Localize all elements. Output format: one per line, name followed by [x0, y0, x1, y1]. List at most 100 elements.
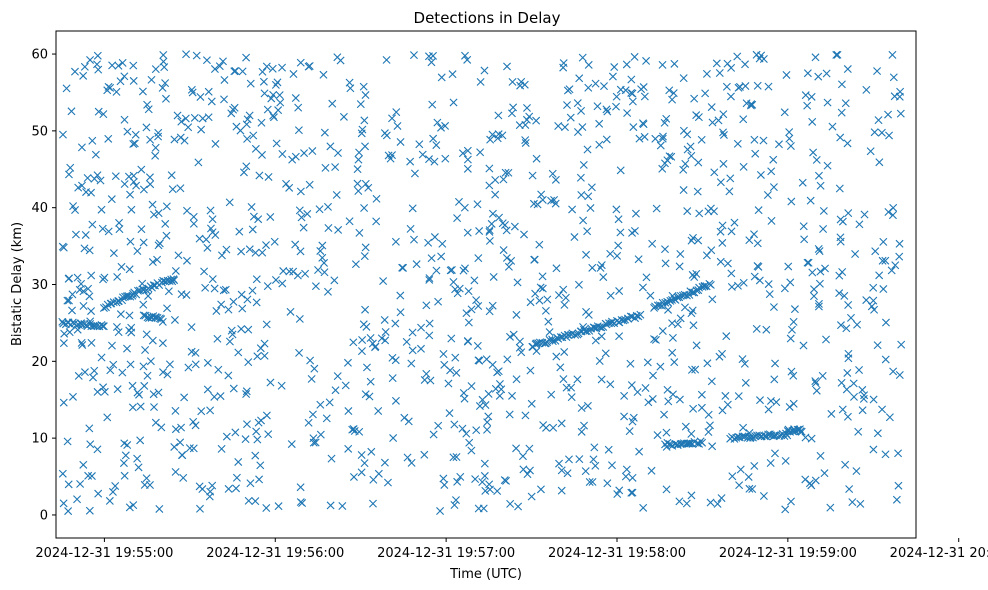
data-point	[460, 394, 469, 403]
data-point	[473, 200, 482, 209]
data-point	[189, 212, 198, 221]
data-point	[354, 187, 363, 196]
data-point	[208, 215, 217, 224]
data-point	[502, 253, 511, 262]
data-point	[705, 421, 714, 430]
data-point	[521, 411, 530, 420]
data-point	[463, 155, 472, 164]
data-point	[124, 172, 133, 181]
data-point	[836, 133, 845, 142]
data-point	[99, 110, 108, 119]
data-point	[97, 205, 106, 214]
data-point	[144, 105, 153, 114]
data-point	[264, 430, 273, 439]
data-point	[208, 275, 217, 284]
data-point	[881, 450, 890, 459]
data-point	[735, 481, 744, 490]
data-point	[64, 507, 73, 516]
data-point	[563, 86, 572, 95]
data-point	[658, 132, 667, 141]
data-point	[673, 320, 682, 329]
data-point	[622, 465, 631, 474]
data-point	[409, 51, 418, 60]
data-point	[164, 287, 173, 296]
data-point	[648, 239, 657, 248]
data-point	[628, 228, 637, 237]
data-point	[244, 325, 253, 334]
data-point	[224, 371, 233, 380]
data-point	[60, 329, 69, 338]
data-point	[402, 337, 411, 346]
data-point	[658, 327, 667, 336]
data-point	[425, 275, 434, 284]
data-point	[304, 418, 313, 427]
data-point	[285, 183, 294, 192]
data-point	[111, 172, 120, 181]
data-point	[118, 368, 127, 377]
data-point	[428, 100, 437, 109]
data-point	[210, 65, 219, 74]
data-point	[629, 123, 638, 132]
data-point	[310, 364, 319, 373]
data-point	[751, 149, 760, 158]
data-point	[812, 155, 821, 164]
data-point	[154, 388, 163, 397]
data-point	[94, 489, 103, 498]
data-point	[676, 314, 685, 323]
data-point	[353, 179, 362, 188]
data-point	[311, 438, 320, 447]
data-point	[286, 307, 295, 316]
data-point	[822, 335, 831, 344]
data-point	[867, 302, 876, 311]
data-point	[341, 381, 350, 390]
data-point	[584, 310, 593, 319]
data-point	[126, 237, 135, 246]
data-point	[127, 205, 136, 214]
data-point	[112, 87, 121, 96]
data-point	[575, 455, 584, 464]
data-point	[668, 333, 677, 342]
data-point	[149, 210, 158, 219]
data-point	[687, 429, 696, 438]
data-point	[109, 360, 118, 369]
data-point	[485, 226, 494, 235]
data-point	[71, 230, 80, 239]
data-point	[895, 252, 904, 261]
data-point	[216, 392, 225, 401]
data-point	[120, 471, 129, 480]
data-point	[77, 143, 86, 152]
data-point	[348, 425, 357, 434]
data-point	[770, 449, 779, 458]
data-point	[862, 85, 871, 94]
data-point	[719, 110, 728, 119]
data-point	[289, 70, 298, 79]
data-point	[767, 216, 776, 225]
data-point	[318, 241, 327, 250]
data-point	[606, 291, 615, 300]
data-point	[462, 429, 471, 438]
data-point	[679, 74, 688, 83]
data-point	[128, 381, 137, 390]
data-point	[764, 280, 773, 289]
data-point	[323, 202, 332, 211]
data-point	[237, 247, 246, 256]
data-point	[203, 358, 212, 367]
data-point	[206, 224, 215, 233]
data-point	[647, 466, 656, 475]
data-point	[560, 123, 569, 132]
data-point	[615, 332, 624, 341]
data-point	[85, 292, 94, 301]
data-point	[585, 478, 594, 486]
data-point	[612, 102, 620, 111]
data-point	[583, 401, 592, 410]
data-point	[697, 390, 706, 399]
data-point	[171, 425, 180, 434]
data-point	[811, 53, 820, 62]
data-point	[210, 284, 219, 293]
data-point	[851, 250, 860, 258]
data-point	[93, 445, 102, 454]
data-point	[596, 263, 605, 272]
data-point	[358, 125, 367, 134]
data-point	[344, 444, 353, 453]
data-point	[560, 300, 569, 309]
